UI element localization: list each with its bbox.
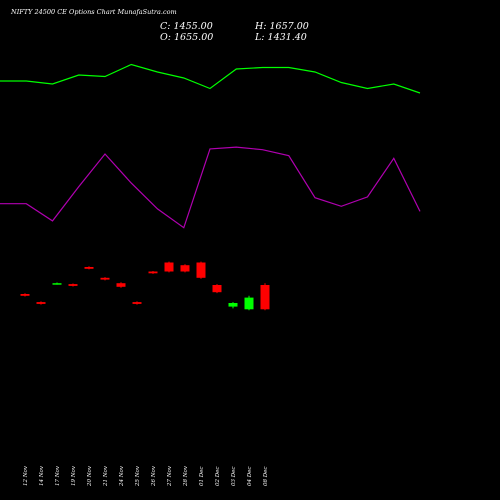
candle-body xyxy=(228,303,238,307)
x-tick-label: 12 Nov xyxy=(23,465,29,486)
candle-body xyxy=(84,267,94,269)
candle-body xyxy=(260,285,270,310)
x-tick-label: 01 Dec xyxy=(199,467,205,487)
x-tick-label: 21 Nov xyxy=(103,465,109,487)
candle-body xyxy=(116,283,126,287)
middle-indicator-line xyxy=(0,146,421,229)
high-price-label: H: 1657.00 xyxy=(255,21,309,32)
candle-body xyxy=(100,277,110,280)
candle-body xyxy=(212,285,222,293)
x-tick-label: 04 Dec xyxy=(247,467,253,487)
x-tick-label: 08 Dec xyxy=(263,467,269,487)
candle-body xyxy=(20,294,30,296)
upper-indicator-line xyxy=(0,63,421,94)
close-price-label: C: 1455.00 xyxy=(160,21,213,32)
x-tick-label: 24 Nov xyxy=(119,465,125,487)
candle-body xyxy=(244,297,254,310)
candle-body xyxy=(164,262,174,272)
candle-body xyxy=(36,302,46,304)
x-tick-label: 02 Dec xyxy=(215,467,221,487)
x-tick-label: 25 Nov xyxy=(135,465,141,487)
candle-body xyxy=(132,302,142,304)
x-tick-label: 19 Nov xyxy=(71,465,77,486)
candle-body xyxy=(52,283,62,285)
low-price-label: L: 1431.40 xyxy=(255,32,307,43)
x-tick-label: 17 Nov xyxy=(55,465,61,486)
x-tick-label: 14 Nov xyxy=(39,465,45,486)
chart-title: NIFTY 24500 CE Options Chart MunafaSutra… xyxy=(11,8,177,16)
candle-body xyxy=(68,284,78,286)
candle-body xyxy=(196,262,206,278)
x-tick-label: 27 Nov xyxy=(167,465,173,487)
x-tick-label: 28 Nov xyxy=(183,465,189,487)
x-tick-label: 20 Nov xyxy=(87,465,93,487)
x-tick-label: 26 Nov xyxy=(151,465,157,487)
x-tick-label: 03 Dec xyxy=(231,467,237,487)
open-price-label: O: 1655.00 xyxy=(160,32,214,43)
candle-body xyxy=(180,265,190,272)
candle-body xyxy=(148,271,158,274)
